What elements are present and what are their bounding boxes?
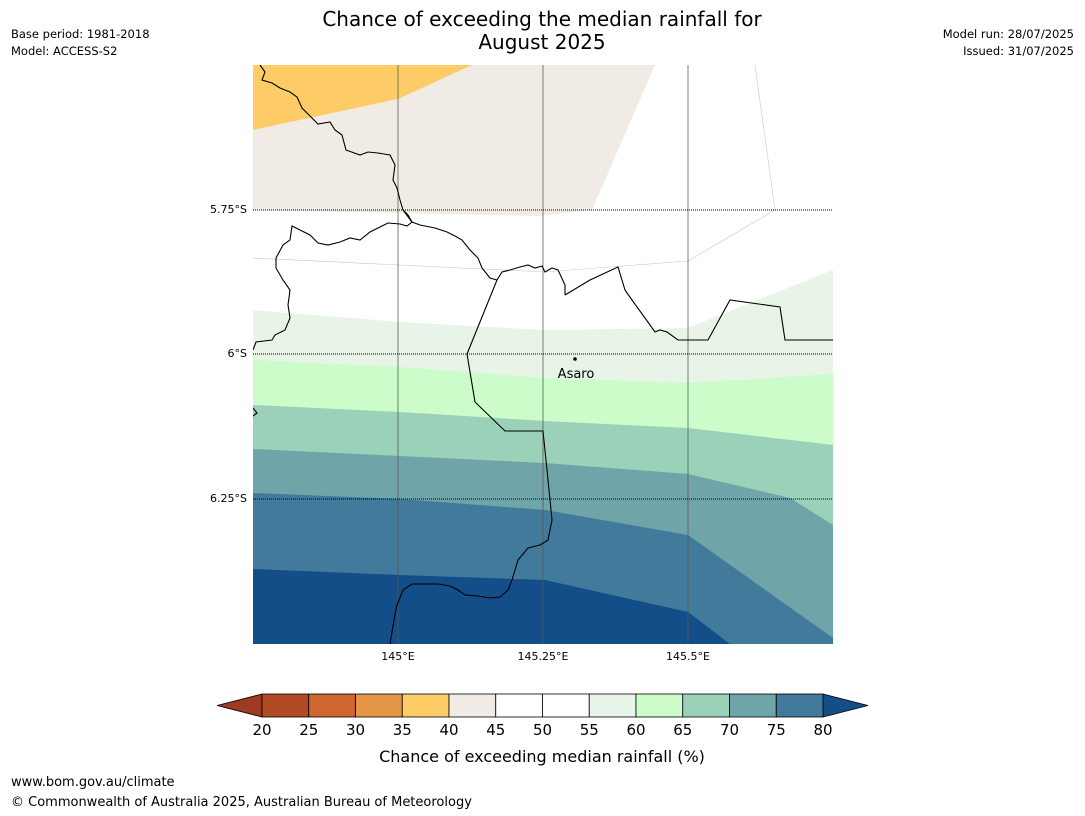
colorbar-tick-label: 35 [393,721,412,739]
colorbar-tick-label: 40 [439,721,458,739]
colorbar-tick-label: 20 [252,721,271,739]
colorbar-tick-label: 80 [813,721,832,739]
colorbar-tick-label: 25 [299,721,318,739]
colorbar-tick-label: 50 [533,721,552,739]
colorbar-group: 20 25 30 35 40 45 50 55 60 65 70 75 80 [216,693,869,739]
lon-label-14550: 145.5°E [666,650,710,663]
footer-url: www.bom.gov.au/climate [11,775,175,790]
lat-label-600: 6°S [228,347,247,360]
rainfall-map: Asaro 5.75°S 6°S 6.25°S 145°E 145.25°E 1… [210,65,833,663]
title-line-1: Chance of exceeding the median rainfall … [322,7,762,31]
town-label: Asaro [558,367,595,382]
base-period: Base period: 1981-2018 [11,27,150,41]
issued-date: Issued: 31/07/2025 [963,44,1074,58]
model-info: Base period: 1981-2018 Model: ACCESS-S2 [11,26,150,60]
lon-label-14525: 145.25°E [518,650,569,663]
model-run-date: Model run: 28/07/2025 [942,27,1074,41]
model-name: Model: ACCESS-S2 [11,44,118,58]
map-title: Chance of exceeding the median rainfall … [242,8,842,54]
colorbar-tick-label: 55 [580,721,599,739]
colorbar-tick-label: 60 [626,721,645,739]
title-line-2: August 2025 [478,30,606,54]
colorbar-label: Chance of exceeding median rainfall (%) [379,747,705,766]
footer-copyright: © Commonwealth of Australia 2025, Austra… [11,795,472,810]
colorbar-tick-label: 45 [486,721,505,739]
run-info: Model run: 28/07/2025 Issued: 31/07/2025 [943,26,1074,60]
lat-label-625: 6.25°S [210,492,247,505]
town-marker [573,357,577,361]
colorbar-tick-label: 65 [673,721,692,739]
province-boundaries [253,65,833,644]
lat-label-575: 5.75°S [210,203,247,216]
region-80-plus [253,569,730,644]
colorbar-tick-label: 70 [720,721,739,739]
latitude-gridlines [253,209,833,500]
colorbar-tick-label: 30 [346,721,365,739]
colorbar-tick-label: 75 [767,721,786,739]
lon-label-14500: 145°E [381,650,414,663]
